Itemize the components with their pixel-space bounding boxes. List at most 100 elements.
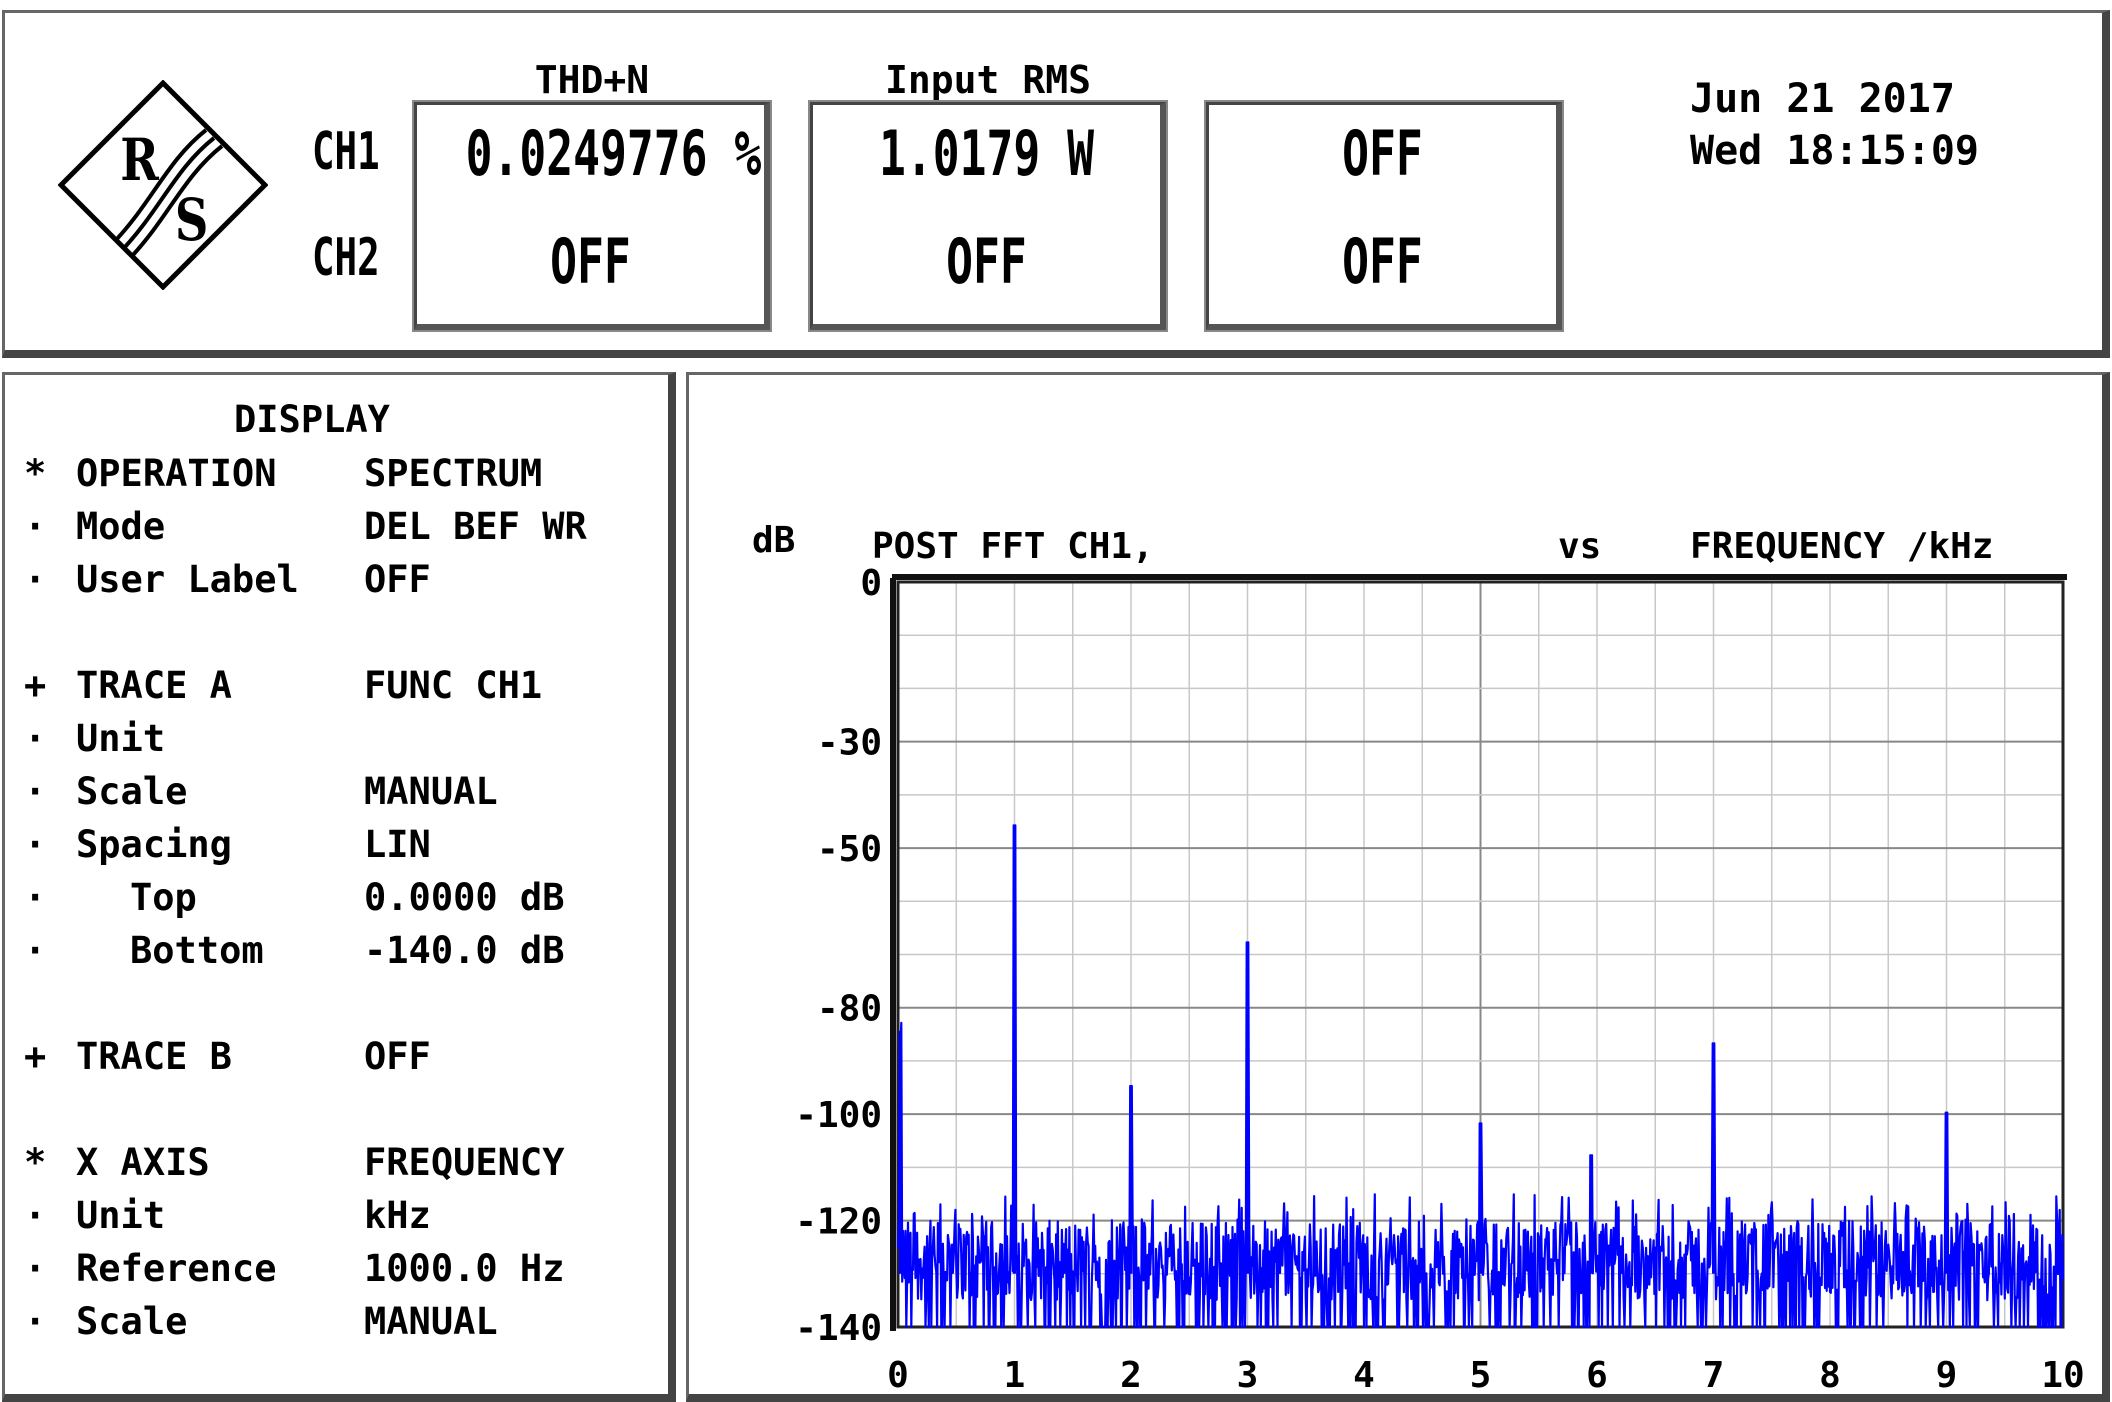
menu-item-trace-b[interactable]: + TRACE B OFF — [24, 1035, 664, 1085]
menu-item-scale[interactable]: · Scale MANUAL — [24, 1300, 664, 1350]
input-rms-ch1-value: 1.0179 W — [878, 117, 1095, 190]
menu-item-label: Spacing — [76, 823, 232, 866]
menu-item-value: OFF — [364, 1035, 431, 1078]
x-tick-label: 0 — [887, 1355, 909, 1395]
menu-item-label: TRACE A — [76, 664, 232, 707]
svg-text:S: S — [175, 187, 209, 254]
x-tick-label: 7 — [1703, 1355, 1725, 1395]
menu-item-value: 1000.0 Hz — [364, 1247, 565, 1290]
x-tick-label: 8 — [1819, 1355, 1841, 1395]
menu-item-label: X AXIS — [76, 1141, 210, 1184]
y-axis-unit-label: dB — [752, 520, 795, 561]
plot-frame — [896, 580, 2065, 1329]
thd-n-display[interactable]: 0.0249776 % OFF — [414, 102, 770, 330]
x-tick-label: 10 — [2041, 1355, 2084, 1395]
menu-title: DISPLAY — [234, 398, 390, 441]
svg-text:R: R — [120, 127, 159, 194]
menu-item-mode[interactable]: · Mode DEL BEF WR — [24, 505, 664, 555]
y-tick-label: -50 — [817, 829, 882, 870]
thd-n-ch1-value: 0.0249776 % — [465, 117, 762, 190]
menu-item-label: User Label — [76, 558, 299, 601]
menu-item-value: LIN — [364, 823, 431, 866]
y-tick-label: 0 — [860, 563, 882, 604]
menu-item-scale[interactable]: · Scale MANUAL — [24, 770, 664, 820]
menu-item-value: FUNC CH1 — [364, 664, 543, 707]
menu-item-value: FREQUENCY — [364, 1141, 565, 1184]
menu-item-label: Unit — [76, 1194, 166, 1237]
thd-n-header: THD+N — [534, 58, 650, 102]
date-display: Jun 21 2017 — [1690, 76, 1955, 122]
menu-item-value: 0.0000 dB — [364, 876, 565, 919]
y-tick-label: -30 — [817, 723, 882, 764]
menu-item-marker: · — [24, 823, 47, 866]
menu-item-marker: · — [24, 717, 47, 760]
menu-item-bottom[interactable]: · Bottom -140.0 dB — [24, 929, 664, 979]
third-function-display[interactable]: OFF OFF — [1206, 102, 1562, 330]
menu-item-label: Scale — [76, 1300, 188, 1343]
x-tick-label: 2 — [1120, 1355, 1142, 1395]
menu-item-label: TRACE B — [76, 1035, 232, 1078]
menu-item-unit[interactable]: · Unit kHz — [24, 1194, 664, 1244]
menu-item-spacing[interactable]: · Spacing LIN — [24, 823, 664, 873]
day-time-display: Wed 18:15:09 — [1690, 128, 1979, 174]
vs-label: vs — [1558, 526, 1601, 567]
y-tick-label: -80 — [817, 989, 882, 1030]
menu-item-marker: * — [24, 452, 47, 495]
x-tick-label: 9 — [1936, 1355, 1958, 1395]
spectrum-chart[interactable]: dB POST FFT CH1, vs FREQUENCY /kHz 0 -30 -50 -8… — [686, 372, 2102, 1395]
x-axis-label: FREQUENCY /kHz — [1690, 526, 1993, 567]
menu-item-user-label[interactable]: · User Label OFF — [24, 558, 664, 608]
channel-2-label: CH2 — [312, 228, 380, 288]
channel-1-label: CH1 — [312, 122, 380, 182]
menu-item-top[interactable]: · Top 0.0000 dB — [24, 876, 664, 926]
menu-item-reference[interactable]: · Reference 1000.0 Hz — [24, 1247, 664, 1297]
menu-item-label: OPERATION — [76, 452, 277, 495]
input-rms-display[interactable]: 1.0179 W OFF — [810, 102, 1166, 330]
menu-item-value: OFF — [364, 558, 431, 601]
menu-item-label: Bottom — [130, 929, 264, 972]
menu-item-operation[interactable]: * OPERATION SPECTRUM — [24, 452, 664, 502]
menu-item-trace-a[interactable]: + TRACE A FUNC CH1 — [24, 664, 664, 714]
menu-item-value: -140.0 dB — [364, 929, 565, 972]
menu-item-label: Reference — [76, 1247, 277, 1290]
display-menu-panel — [2, 372, 676, 1402]
x-tick-label: 6 — [1586, 1355, 1608, 1395]
chart-title: POST FFT CH1, — [872, 526, 1154, 567]
menu-item-label: Scale — [76, 770, 188, 813]
menu-item-value: SPECTRUM — [364, 452, 543, 495]
menu-item-value: kHz — [364, 1194, 431, 1237]
menu-item-label: Top — [130, 876, 197, 919]
rs-diamond-logo: R S — [58, 80, 268, 290]
menu-item-value: MANUAL — [364, 770, 498, 813]
x-tick-label: 3 — [1237, 1355, 1259, 1395]
menu-item-marker: · — [24, 1300, 47, 1343]
x-tick-label: 4 — [1353, 1355, 1375, 1395]
input-rms-ch2-value: OFF — [946, 225, 1027, 298]
y-tick-label: -140 — [795, 1308, 882, 1349]
menu-item-value: MANUAL — [364, 1300, 498, 1343]
menu-item-marker: · — [24, 929, 47, 972]
y-tick-label: -100 — [795, 1095, 882, 1136]
third-function-ch1-value: OFF — [1342, 117, 1423, 190]
menu-item-marker: + — [24, 1035, 47, 1078]
menu-item-marker: + — [24, 664, 47, 707]
menu-item-marker: · — [24, 770, 47, 813]
input-rms-header: Input RMS — [885, 58, 1091, 102]
menu-item-label: Mode — [76, 505, 166, 548]
menu-item-value: DEL BEF WR — [364, 505, 587, 548]
x-tick-label: 1 — [1004, 1355, 1026, 1395]
measurement-panel — [2, 10, 2110, 358]
menu-item-x-axis[interactable]: * X AXIS FREQUENCY — [24, 1141, 664, 1191]
menu-item-marker: · — [24, 505, 47, 548]
menu-item-marker: · — [24, 1194, 47, 1237]
menu-item-marker: · — [24, 558, 47, 601]
menu-item-marker: * — [24, 1141, 47, 1184]
menu-item-marker: · — [24, 1247, 47, 1290]
thd-n-ch2-value: OFF — [550, 225, 631, 298]
menu-item-unit[interactable]: · Unit — [24, 717, 664, 767]
menu-item-marker: · — [24, 876, 47, 919]
x-tick-label: 5 — [1470, 1355, 1492, 1395]
third-function-ch2-value: OFF — [1342, 225, 1423, 298]
y-tick-label: -120 — [795, 1202, 882, 1243]
menu-item-label: Unit — [76, 717, 166, 760]
